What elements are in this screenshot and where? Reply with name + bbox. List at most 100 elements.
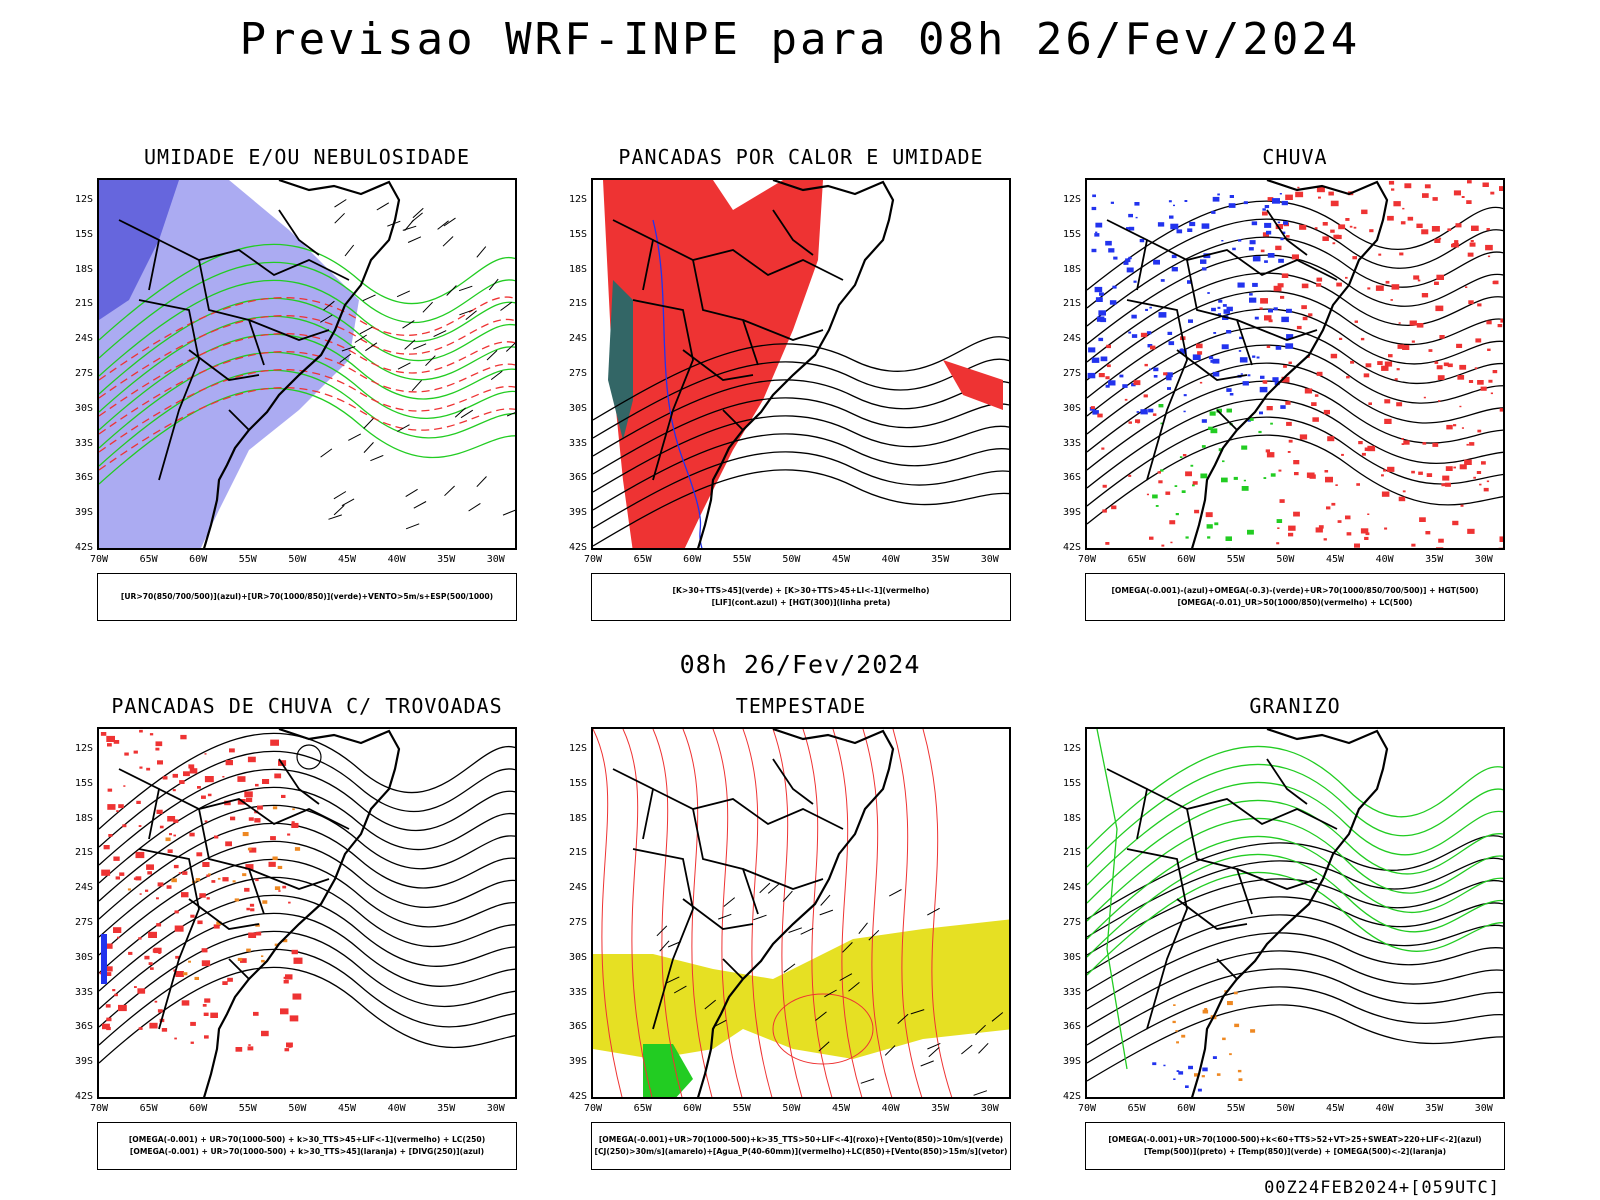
state-border — [278, 209, 320, 256]
rain-green-patch — [1216, 408, 1222, 413]
wind-vector-arrow — [412, 207, 424, 219]
rain-red-patch — [1336, 282, 1342, 287]
rain-red-patch — [1332, 242, 1336, 245]
black-contour-line — [593, 397, 1009, 475]
rain-blue-patch — [1122, 384, 1128, 388]
lon-tick-label: 60W — [683, 1103, 702, 1114]
lon-tick-label: 50W — [1276, 554, 1295, 565]
storm-red-patch — [204, 998, 211, 1003]
storm-red-patch — [113, 856, 120, 861]
rain-red-patch — [1493, 280, 1499, 285]
storm-red-patch — [244, 887, 250, 892]
rain-red-patch — [1504, 236, 1505, 239]
wind-vector-arrow — [788, 927, 802, 933]
rain-red-patch — [1465, 286, 1468, 288]
wind-vector-arrow — [868, 929, 880, 941]
rain-blue-patch — [1165, 372, 1173, 378]
rain-red-patch — [1425, 531, 1431, 535]
state-border — [198, 259, 265, 366]
map-canvas — [593, 729, 1009, 1097]
wind-vector-arrow — [927, 1042, 941, 1050]
rain-blue-patch — [1249, 293, 1253, 296]
rain-red-patch — [1169, 520, 1176, 525]
lat-tick-label: 33S — [74, 437, 93, 449]
storm-red-patch — [159, 825, 164, 829]
rain-red-patch — [1399, 252, 1404, 256]
wind-vector-arrow — [476, 246, 487, 258]
precipitable-water-contour — [772, 993, 874, 1065]
black-contour-line — [1087, 932, 1503, 1010]
lat-tick-label: 24S — [1062, 333, 1081, 345]
storm-red-patch — [136, 800, 141, 804]
state-border — [1146, 239, 1338, 281]
rain-red-patch — [1422, 193, 1429, 198]
storm-red-patch — [169, 833, 172, 836]
black-contour-line — [1087, 326, 1503, 417]
storm-red-patch — [270, 836, 276, 841]
lat-tick-label: 21S — [1062, 298, 1081, 310]
rain-blue-patch — [1183, 410, 1186, 413]
omega-orange-patch — [1222, 1037, 1226, 1041]
rain-red-patch — [1296, 325, 1302, 330]
lon-tick-label: 70W — [89, 1103, 109, 1114]
rain-green-patch — [1233, 476, 1238, 480]
storm-red-patch — [206, 874, 210, 877]
storm-red-patch — [145, 889, 149, 892]
rain-red-patch — [1286, 421, 1292, 426]
wind-vector-arrow — [459, 309, 473, 316]
rain-blue-patch — [1254, 316, 1259, 320]
lat-tick-label: 15S — [1062, 777, 1081, 789]
rain-red-patch — [1197, 351, 1203, 355]
wind-vector-arrow — [454, 407, 466, 418]
rain-red-patch — [1278, 469, 1282, 472]
rain-red-patch — [1302, 316, 1308, 321]
storm-red-patch — [222, 877, 229, 882]
storm-red-patch — [204, 776, 214, 783]
rain-red-patch — [1105, 376, 1110, 380]
wind-vector-arrow — [320, 448, 333, 458]
rain-green-patch — [1222, 460, 1225, 463]
rain-blue-patch — [1167, 387, 1171, 390]
black-contour-line — [593, 451, 1009, 529]
rain-blue-patch — [1286, 308, 1292, 313]
rain-red-patch — [1451, 243, 1456, 248]
wind-vector-arrow — [506, 412, 515, 417]
rain-blue-patch — [1286, 334, 1294, 340]
rain-blue-patch — [1157, 222, 1165, 227]
lon-tick-label: 55W — [732, 1103, 751, 1114]
state-border — [772, 209, 814, 256]
storm-orange-patch — [216, 921, 222, 925]
lat-tick-label: 30S — [74, 951, 93, 963]
rain-red-patch — [1293, 511, 1300, 517]
storm-red-patch — [135, 851, 145, 859]
state-border — [1216, 958, 1238, 980]
rain-blue-patch — [1260, 375, 1265, 379]
state-border — [248, 319, 330, 341]
rain-green-patch — [1214, 522, 1219, 526]
rain-red-patch — [1497, 324, 1503, 328]
state-border — [1266, 209, 1308, 256]
state-border — [682, 349, 754, 381]
lat-tick-label: 15S — [74, 777, 93, 789]
storm-orange-patch — [277, 865, 283, 869]
legend-box: [OMEGA(-0.001)+UR>70(1000-500)+k>35_TTS>… — [591, 1122, 1011, 1170]
rain-red-patch — [1438, 400, 1441, 402]
legend-line-2: [LIF](cont.azul) + [HGT(300)](linha pret… — [711, 598, 891, 607]
wind-vector-arrow — [486, 350, 498, 361]
rain-red-patch — [1288, 361, 1292, 364]
rain-red-patch — [1437, 375, 1445, 380]
storm-red-patch — [161, 1028, 168, 1032]
rain-blue-patch — [1128, 226, 1135, 231]
rain-red-patch — [1423, 396, 1426, 399]
wind-vector-arrow — [411, 212, 423, 223]
wind-vector-arrow — [502, 509, 515, 516]
rain-red-patch — [1364, 536, 1369, 540]
rain-red-patch — [1288, 525, 1296, 531]
lat-tick-label: 15S — [74, 228, 93, 240]
storm-orange-patch — [171, 878, 177, 883]
wind-vector-arrow — [490, 370, 503, 380]
rain-red-patch — [1090, 406, 1095, 409]
rain-red-patch — [1299, 434, 1308, 440]
rain-red-patch — [1316, 283, 1322, 287]
rain-red-patch — [1504, 190, 1505, 193]
